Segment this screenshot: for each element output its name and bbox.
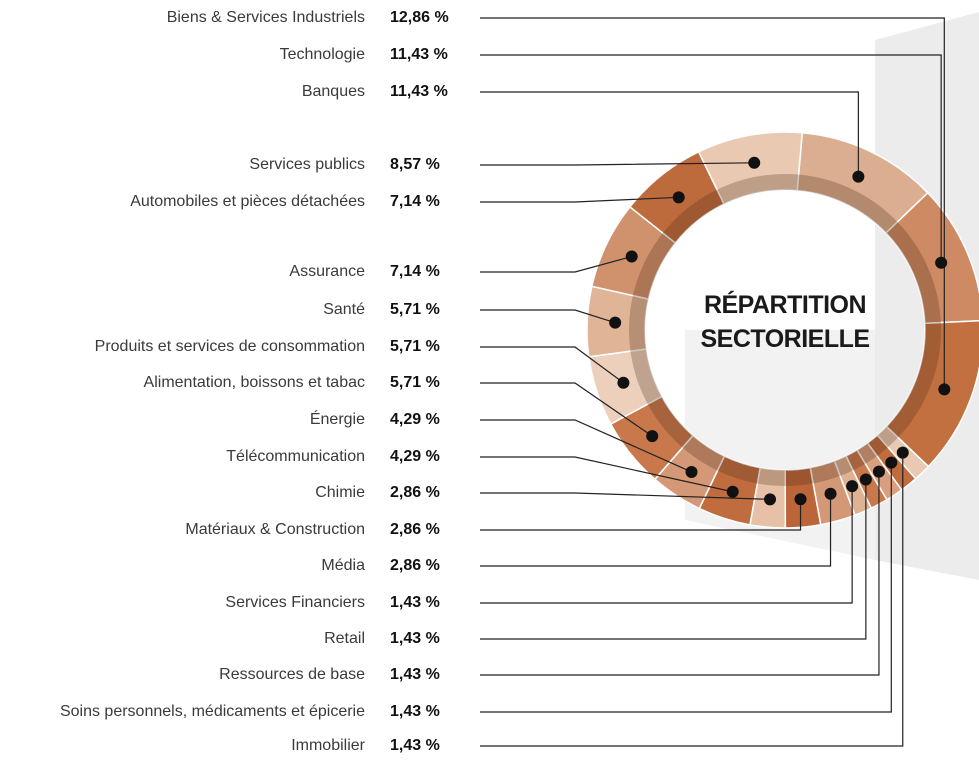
leader-dot — [748, 156, 761, 169]
category-label: Services publics — [249, 156, 365, 173]
value-label: 11,43 % — [390, 46, 448, 63]
leader-dot — [852, 170, 865, 183]
leader-dot — [685, 465, 698, 478]
leader-line — [480, 162, 755, 166]
leader-dot — [846, 480, 859, 493]
leader-dot — [646, 430, 659, 443]
value-label: 1,43 % — [390, 737, 440, 754]
category-label: Ressources de base — [219, 666, 365, 683]
category-label: Chimie — [315, 484, 365, 501]
leader-line — [480, 499, 802, 531]
category-label: Soins personnels, médicaments et épiceri… — [60, 703, 365, 720]
leader-dot — [935, 256, 948, 269]
leader-line — [480, 486, 853, 604]
inner-ring — [629, 174, 941, 486]
leader-dot — [885, 456, 898, 469]
value-label: 8,57 % — [390, 156, 440, 173]
value-label: 5,71 % — [390, 338, 440, 355]
leader-dot — [726, 485, 739, 498]
leader-line — [480, 452, 904, 747]
pie-slice — [697, 131, 804, 206]
value-label: 5,71 % — [390, 374, 440, 391]
category-label: Biens & Services Industriels — [167, 9, 365, 26]
leader-line — [480, 471, 880, 676]
pie-slice — [884, 191, 979, 325]
value-label: 1,43 % — [390, 630, 440, 647]
value-label: 4,29 % — [390, 411, 440, 428]
leader-dot — [872, 465, 885, 478]
value-label: 2,86 % — [390, 557, 440, 574]
chart-title: RÉPARTITION SECTORIELLE — [700, 291, 870, 353]
leader-line — [480, 382, 653, 437]
category-label: Immobilier — [291, 737, 365, 754]
leader-dot — [896, 446, 909, 459]
value-label: 1,43 % — [390, 666, 440, 683]
category-label: Télécommunication — [226, 448, 365, 465]
leader-dot — [794, 493, 807, 506]
leader-dot — [609, 316, 622, 329]
category-label: Assurance — [289, 263, 365, 280]
leader-line — [480, 456, 733, 493]
value-label: 12,86 % — [390, 9, 449, 26]
leader-line — [480, 346, 624, 384]
category-label: Produits et services de consommation — [95, 338, 365, 355]
value-label: 11,43 % — [390, 83, 448, 100]
leader-dot — [625, 250, 638, 263]
leader-line — [480, 91, 859, 177]
value-label: 1,43 % — [390, 703, 440, 720]
leader-line — [480, 196, 679, 203]
category-label: Alimentation, boissons et tabac — [144, 374, 365, 391]
value-label: 7,14 % — [390, 263, 440, 280]
leader-dot — [859, 473, 872, 486]
leader-line — [480, 419, 692, 473]
leader-line — [480, 492, 771, 500]
category-label: Services Financiers — [225, 594, 365, 611]
leader-line — [480, 479, 867, 640]
leader-line — [480, 462, 892, 713]
category-label: Retail — [324, 630, 365, 647]
value-label: 7,14 % — [390, 193, 440, 210]
category-label: Média — [321, 557, 365, 574]
value-label: 4,29 % — [390, 448, 440, 465]
leader-dot — [824, 487, 837, 500]
value-label: 5,71 % — [390, 301, 440, 318]
leader-line — [480, 54, 942, 263]
category-label: Automobiles et pièces détachées — [130, 193, 365, 210]
leader-line — [480, 309, 616, 324]
category-label: Énergie — [310, 409, 365, 428]
value-label: 2,86 % — [390, 521, 440, 538]
leader-dot — [617, 376, 630, 389]
leader-dot — [672, 191, 685, 204]
category-label: Technologie — [280, 46, 366, 63]
value-label: 1,43 % — [390, 594, 440, 611]
leader-dot — [764, 493, 777, 506]
category-label: Banques — [302, 83, 365, 100]
category-label: Santé — [323, 301, 365, 318]
category-label: Matériaux & Construction — [185, 521, 365, 538]
value-label: 2,86 % — [390, 484, 440, 501]
leader-dot — [938, 383, 951, 396]
leader-line — [480, 255, 632, 273]
leader-line — [480, 493, 832, 567]
